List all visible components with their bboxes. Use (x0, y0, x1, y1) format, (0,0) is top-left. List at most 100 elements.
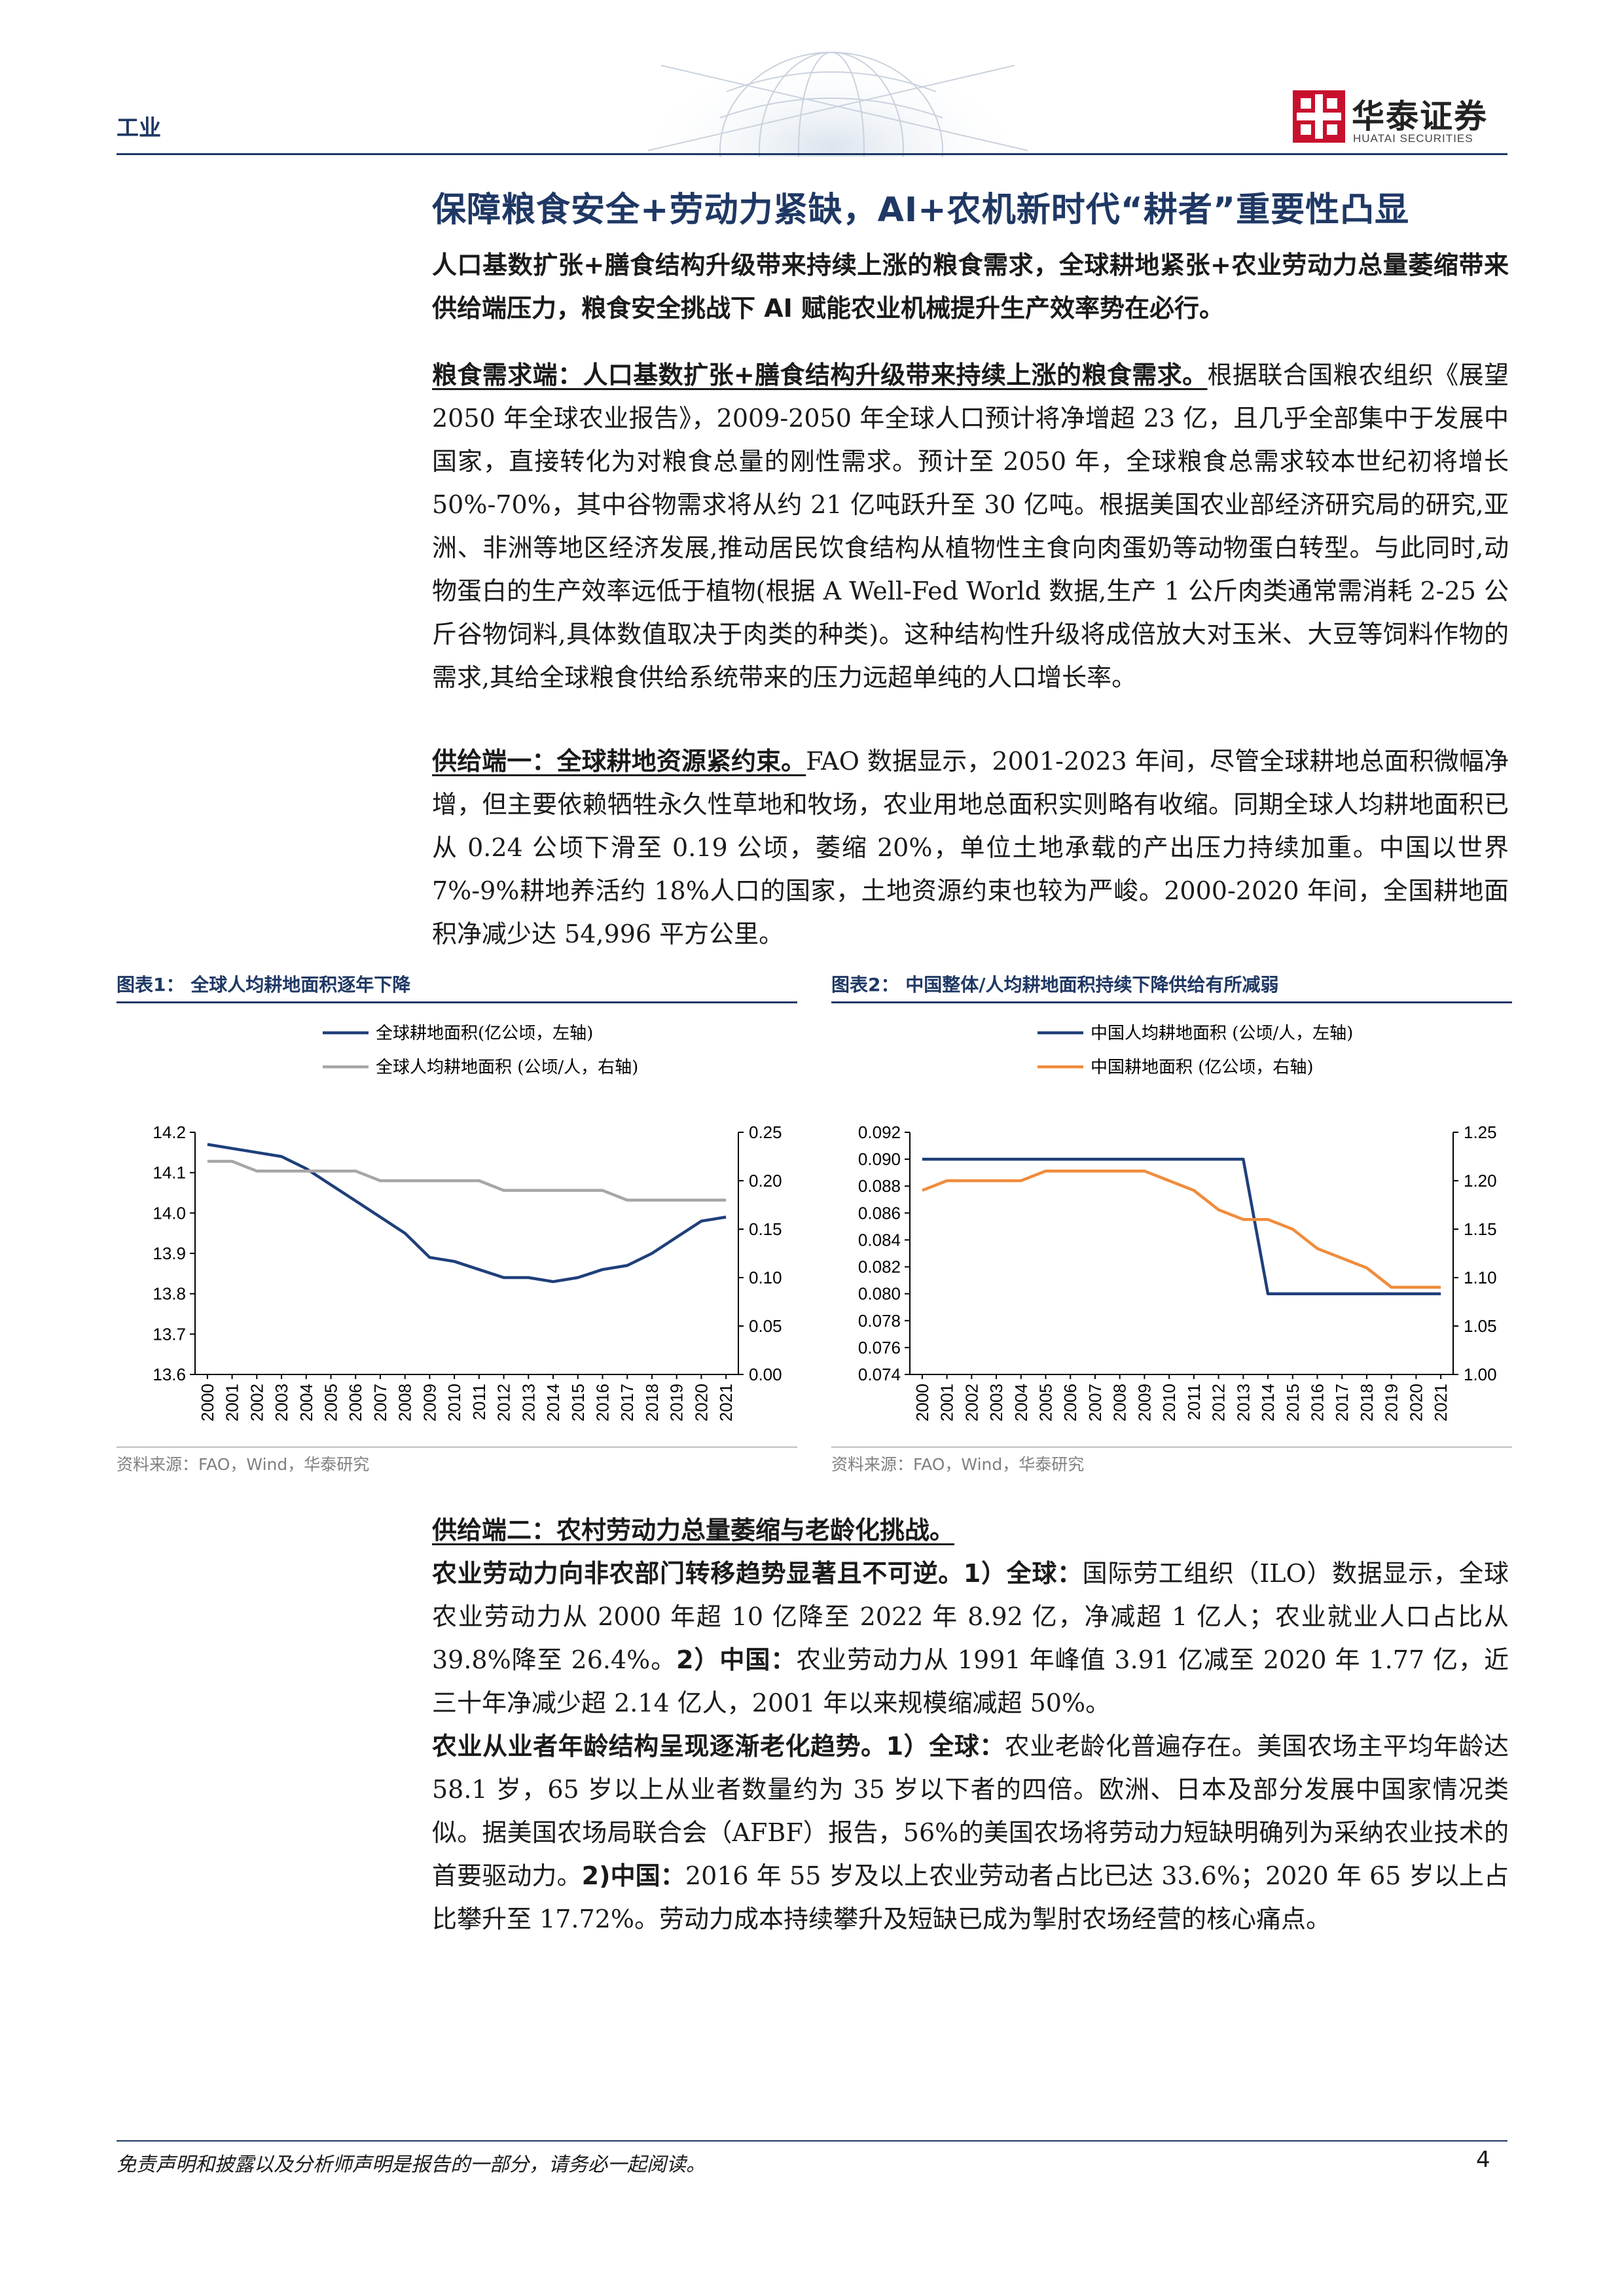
supply2-p2-global-label: 1）全球： (886, 1732, 1005, 1761)
right-tick-label: 1.15 (1464, 1219, 1497, 1239)
x-tick-label: 2000 (198, 1384, 217, 1422)
x-tick-label: 2013 (518, 1384, 538, 1422)
x-tick-label: 2017 (617, 1384, 637, 1422)
right-tick-label: 1.10 (1464, 1268, 1497, 1287)
right-tick-label: 1.20 (1464, 1171, 1497, 1191)
x-tick-label: 2010 (444, 1384, 464, 1422)
page-title: 保障粮食安全+劳动力紧缺，AI+农机新时代“耕者”重要性凸显 (432, 190, 1410, 230)
x-tick-label: 2011 (1184, 1384, 1204, 1420)
x-tick-label: 2001 (223, 1384, 242, 1422)
figure2-title: 图表2： 中国整体/人均耕地面积持续下降供给有所减弱 (831, 974, 1279, 996)
x-tick-label: 2006 (1060, 1384, 1080, 1422)
demand-paragraph: 粮食需求端：人口基数扩张+膳食结构升级带来持续上涨的粮食需求。根据联合国粮农组织… (432, 353, 1509, 699)
x-tick-label: 2018 (642, 1384, 662, 1422)
legend-label-2: 中国耕地面积 (亿公顷，右轴) (1091, 1058, 1314, 1077)
x-tick-label: 2010 (1159, 1384, 1179, 1422)
left-tick-label: 0.086 (858, 1203, 901, 1223)
x-tick-label: 2001 (937, 1384, 957, 1422)
supply2-p2-lead: 农业从业者年龄结构呈现逐渐老化趋势。 (432, 1732, 886, 1761)
figure1-chart: 13.6 13.7 13.8 13.9 14.0 14.1 14.2 0.00 0.05 0.10… (153, 1024, 782, 1422)
figure1-source: 资料来源：FAO，Wind，华泰研究 (117, 1455, 370, 1474)
x-tick-label: 2008 (395, 1384, 415, 1422)
supply1-text: FAO 数据显示，2001-2023 年间，尽管全球耕地总面积微幅净增，但主要依… (432, 747, 1509, 948)
series-line-1 (922, 1157, 1441, 1295)
logo-text-en: HUATAI SECURITIES (1353, 132, 1473, 145)
figure1-source-rule (117, 1446, 797, 1448)
left-tick-label: 0.082 (858, 1257, 901, 1277)
page-number: 4 (1476, 2147, 1490, 2173)
demand-lead: 粮食需求端：人口基数扩张+膳食结构升级带来持续上涨的粮食需求。 (432, 361, 1208, 389)
x-tick-label: 2002 (962, 1384, 981, 1422)
right-tick-label: 1.05 (1464, 1316, 1497, 1336)
header-divider (117, 153, 1507, 155)
left-tick-label: 14.1 (153, 1163, 186, 1183)
supply2-heading: 供给端二：农村劳动力总量萎缩与老龄化挑战。 (432, 1516, 955, 1545)
supply2-p2-global-text: 农业老龄化普遍存在。美国农场主平均年龄达 58.1 岁，65 岁以上从业者数量约… (432, 1732, 1509, 1890)
huatai-logo-mark-icon (1293, 90, 1345, 143)
x-tick-label: 2021 (716, 1384, 736, 1422)
legend-label-2: 全球人均耕地面积 (公顷/人，右轴) (376, 1058, 638, 1077)
figure2-title-rule (831, 1001, 1512, 1003)
x-tick-label: 2020 (691, 1384, 711, 1422)
x-tick-label: 2008 (1110, 1384, 1130, 1422)
sector-label: 工业 (117, 115, 161, 141)
supply2-p2-china-text: 2016 年 55 岁及以上农业劳动者占比已达 33.6%；2020 年 65 … (432, 1861, 1509, 1933)
figure2-source-rule (831, 1446, 1512, 1448)
left-tick-label: 0.084 (858, 1230, 901, 1249)
x-tick-label: 2007 (1085, 1384, 1105, 1422)
x-tick-label: 2006 (346, 1384, 365, 1422)
x-tick-label: 2000 (912, 1384, 932, 1422)
series-line-1 (207, 1143, 727, 1283)
demand-text: 根据联合国粮农组织《展望 2050 年全球农业报告》，2009-2050 年全球… (432, 361, 1509, 692)
x-tick-label: 2015 (568, 1384, 588, 1422)
x-tick-label: 2019 (1382, 1384, 1401, 1422)
x-tick-label: 2021 (1431, 1384, 1451, 1422)
left-tick-label: 14.0 (153, 1203, 186, 1223)
x-tick-label: 2004 (297, 1384, 316, 1422)
x-tick-label: 2018 (1357, 1384, 1377, 1422)
right-tick-label: 0.00 (749, 1365, 782, 1384)
supply2-section: 供给端二：农村劳动力总量萎缩与老龄化挑战。 农业劳动力向非农部门转移趋势显著且不… (432, 1509, 1509, 1941)
logo-text-cn: 华泰证券 (1352, 98, 1488, 135)
left-tick-label: 13.6 (153, 1365, 186, 1384)
x-tick-label: 2017 (1332, 1384, 1352, 1422)
supply2-paragraph-2: 农业从业者年龄结构呈现逐渐老化趋势。1）全球：农业老龄化普遍存在。美国农场主平均… (432, 1725, 1509, 1941)
supply2-p1-lead: 农业劳动力向非农部门转移趋势显著且不可逆。 (432, 1559, 964, 1588)
supply2-paragraph-1: 农业劳动力向非农部门转移趋势显著且不可逆。1）全球：国际劳工组织（ILO）数据显… (432, 1552, 1509, 1725)
x-tick-label: 2014 (1258, 1384, 1278, 1422)
figure1-title: 图表1： 全球人均耕地面积逐年下降 (117, 974, 411, 996)
x-tick-label: 2020 (1406, 1384, 1426, 1422)
figure2-chart: 0.074 0.076 0.078 0.080 0.082 0.084 0.086 0.088… (858, 1024, 1497, 1422)
x-tick-label: 2003 (272, 1384, 291, 1422)
left-tick-label: 0.076 (858, 1338, 901, 1357)
left-tick-label: 13.8 (153, 1284, 186, 1304)
x-tick-label: 2013 (1233, 1384, 1253, 1422)
right-tick-label: 0.15 (749, 1219, 782, 1239)
x-tick-label: 2014 (543, 1384, 563, 1422)
x-tick-label: 2016 (593, 1384, 613, 1422)
footer-divider (117, 2140, 1507, 2142)
left-tick-label: 0.078 (858, 1311, 901, 1331)
legend-label-1: 全球耕地面积(亿公顷，左轴) (376, 1024, 593, 1043)
x-tick-label: 2002 (247, 1384, 266, 1422)
x-tick-label: 2015 (1283, 1384, 1303, 1422)
x-tick-label: 2016 (1308, 1384, 1327, 1422)
supply1-lead: 供给端一：全球耕地资源紧约束。 (432, 747, 806, 776)
series-line-2 (922, 1169, 1441, 1289)
x-tick-label: 2005 (1036, 1384, 1056, 1422)
left-tick-label: 0.074 (858, 1365, 901, 1384)
x-tick-label: 2007 (370, 1384, 390, 1422)
summary-paragraph: 人口基数扩张+膳食结构升级带来持续上涨的粮食需求，全球耕地紧张+农业劳动力总量萎… (432, 251, 1509, 323)
left-tick-label: 0.080 (858, 1284, 901, 1304)
left-tick-label: 0.088 (858, 1176, 901, 1196)
series-line-2 (207, 1160, 727, 1202)
footer-disclaimer: 免责声明和披露以及分析师声明是报告的一部分，请务必一起阅读。 (117, 2153, 706, 2176)
figure1-title-rule (117, 1001, 797, 1003)
supply2-p2-china-label: 2)中国： (581, 1861, 685, 1890)
figure2-source: 资料来源：FAO，Wind，华泰研究 (831, 1455, 1085, 1474)
x-tick-label: 2004 (1011, 1384, 1031, 1422)
x-tick-label: 2003 (986, 1384, 1006, 1422)
x-tick-label: 2012 (1209, 1384, 1229, 1422)
x-tick-label: 2011 (469, 1384, 489, 1420)
huatai-logo: 华泰证券 HUATAI SECURITIES (1293, 90, 1509, 149)
